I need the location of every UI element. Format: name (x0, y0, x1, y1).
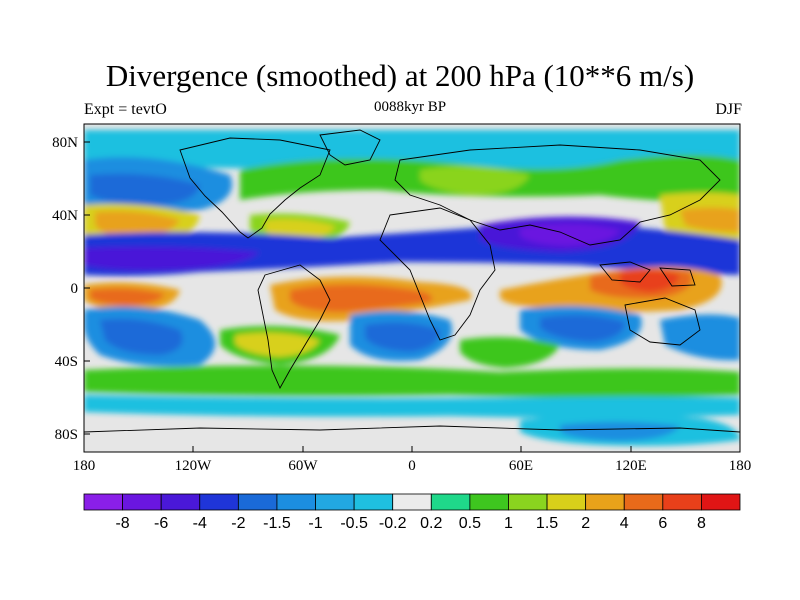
colorbar-swatch (623, 493, 664, 511)
colorbar-swatch (276, 493, 316, 511)
colorbar-swatch (662, 493, 702, 511)
x-tick-label: 120W (175, 458, 213, 474)
colorbar-swatch (237, 493, 278, 511)
colorbar-label: -6 (154, 515, 168, 532)
colorbar-label: 0.5 (459, 515, 481, 532)
colorbar-swatch (430, 493, 471, 511)
chart-title: Divergence (smoothed) at 200 hPa (10**6 … (105, 58, 695, 93)
x-tick-label: 180 (729, 458, 752, 474)
colorbar-label: 2 (581, 515, 590, 532)
coastlines (84, 129, 740, 433)
colorbar-swatch (160, 493, 201, 511)
x-tick-label: 60W (288, 458, 318, 474)
y-tick-labels: 80N 40N 0 40S 80S (52, 135, 78, 443)
divergence-field (84, 124, 740, 452)
y-tick-label: 0 (71, 281, 79, 297)
colorbar-swatch (199, 493, 239, 511)
colorbar-swatch (392, 493, 432, 511)
colorbar-swatch (546, 493, 587, 511)
colorbar-label: 8 (697, 515, 706, 532)
colorbar-swatch (701, 493, 741, 511)
y-tick-label: 80S (55, 427, 78, 443)
colorbar-label: 4 (620, 515, 629, 532)
colorbar-label: -8 (115, 515, 129, 532)
colorbar-label: -1.5 (263, 515, 291, 532)
colorbar-swatch (122, 493, 162, 511)
season-label: DJF (715, 101, 742, 118)
x-tick-label: 60E (509, 458, 533, 474)
colorbar-label: -2 (231, 515, 245, 532)
colorbar-swatch (469, 493, 509, 511)
colorbar-label: -1 (308, 515, 322, 532)
y-tick-label: 40N (52, 208, 78, 224)
colorbar-label: -0.2 (379, 515, 407, 532)
axis-ticks (83, 141, 741, 452)
colorbar-label: 0.2 (420, 515, 442, 532)
x-tick-label: 180 (73, 458, 96, 474)
x-tick-labels: 180 120W 60W 0 60E 120E 180 (73, 458, 752, 474)
colorbar-swatch (83, 493, 123, 511)
experiment-label: Expt = tevtO (84, 101, 167, 118)
colorbar-label: -4 (193, 515, 207, 532)
colorbar-swatch (585, 493, 625, 511)
y-tick-label: 80N (52, 135, 78, 151)
colorbar-label: 6 (658, 515, 667, 532)
colorbar-label: -0.5 (340, 515, 368, 532)
colorbar-swatch (315, 493, 355, 511)
x-tick-label: 120E (615, 458, 647, 474)
colorbar-label: 1 (504, 515, 513, 532)
colorbar: -8 -6 -4 -2 -1.5 -1 -0.5 -0.2 0.2 0.5 1 1.5 2 4 6 8 (83, 493, 741, 532)
colorbar-swatch (508, 493, 548, 511)
y-tick-label: 40S (55, 354, 78, 370)
period-label: 0088kyr BP (373, 99, 447, 115)
colorbar-swatch (353, 493, 394, 511)
colorbar-label: 1.5 (536, 515, 558, 532)
x-tick-label: 0 (408, 458, 416, 474)
